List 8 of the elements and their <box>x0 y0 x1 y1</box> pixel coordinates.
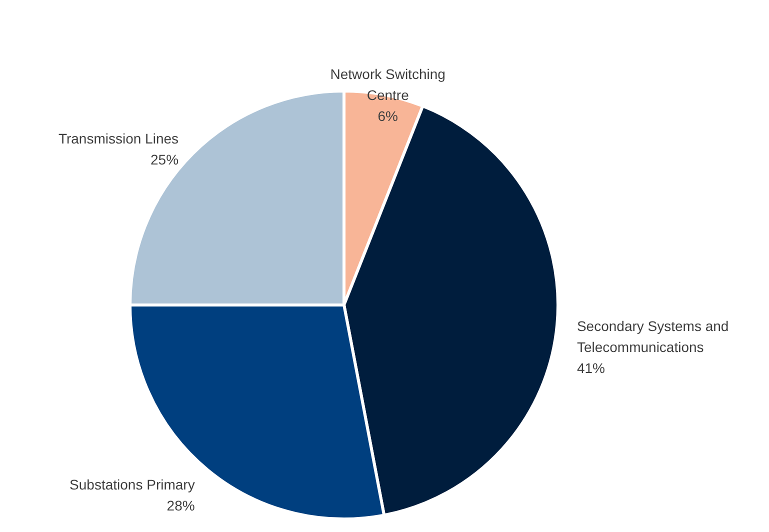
data-label: 25% <box>150 152 179 168</box>
data-label: 6% <box>378 108 398 124</box>
data-label: 28% <box>166 497 195 514</box>
slice-label: Network Switching Centre <box>330 66 446 104</box>
slice-label: Substations Primary <box>70 476 195 492</box>
slice-label: Secondary Systems and Telecommunications <box>576 318 729 356</box>
data-label: 41% <box>576 360 605 376</box>
slice-label: Transmission Lines <box>58 130 179 147</box>
